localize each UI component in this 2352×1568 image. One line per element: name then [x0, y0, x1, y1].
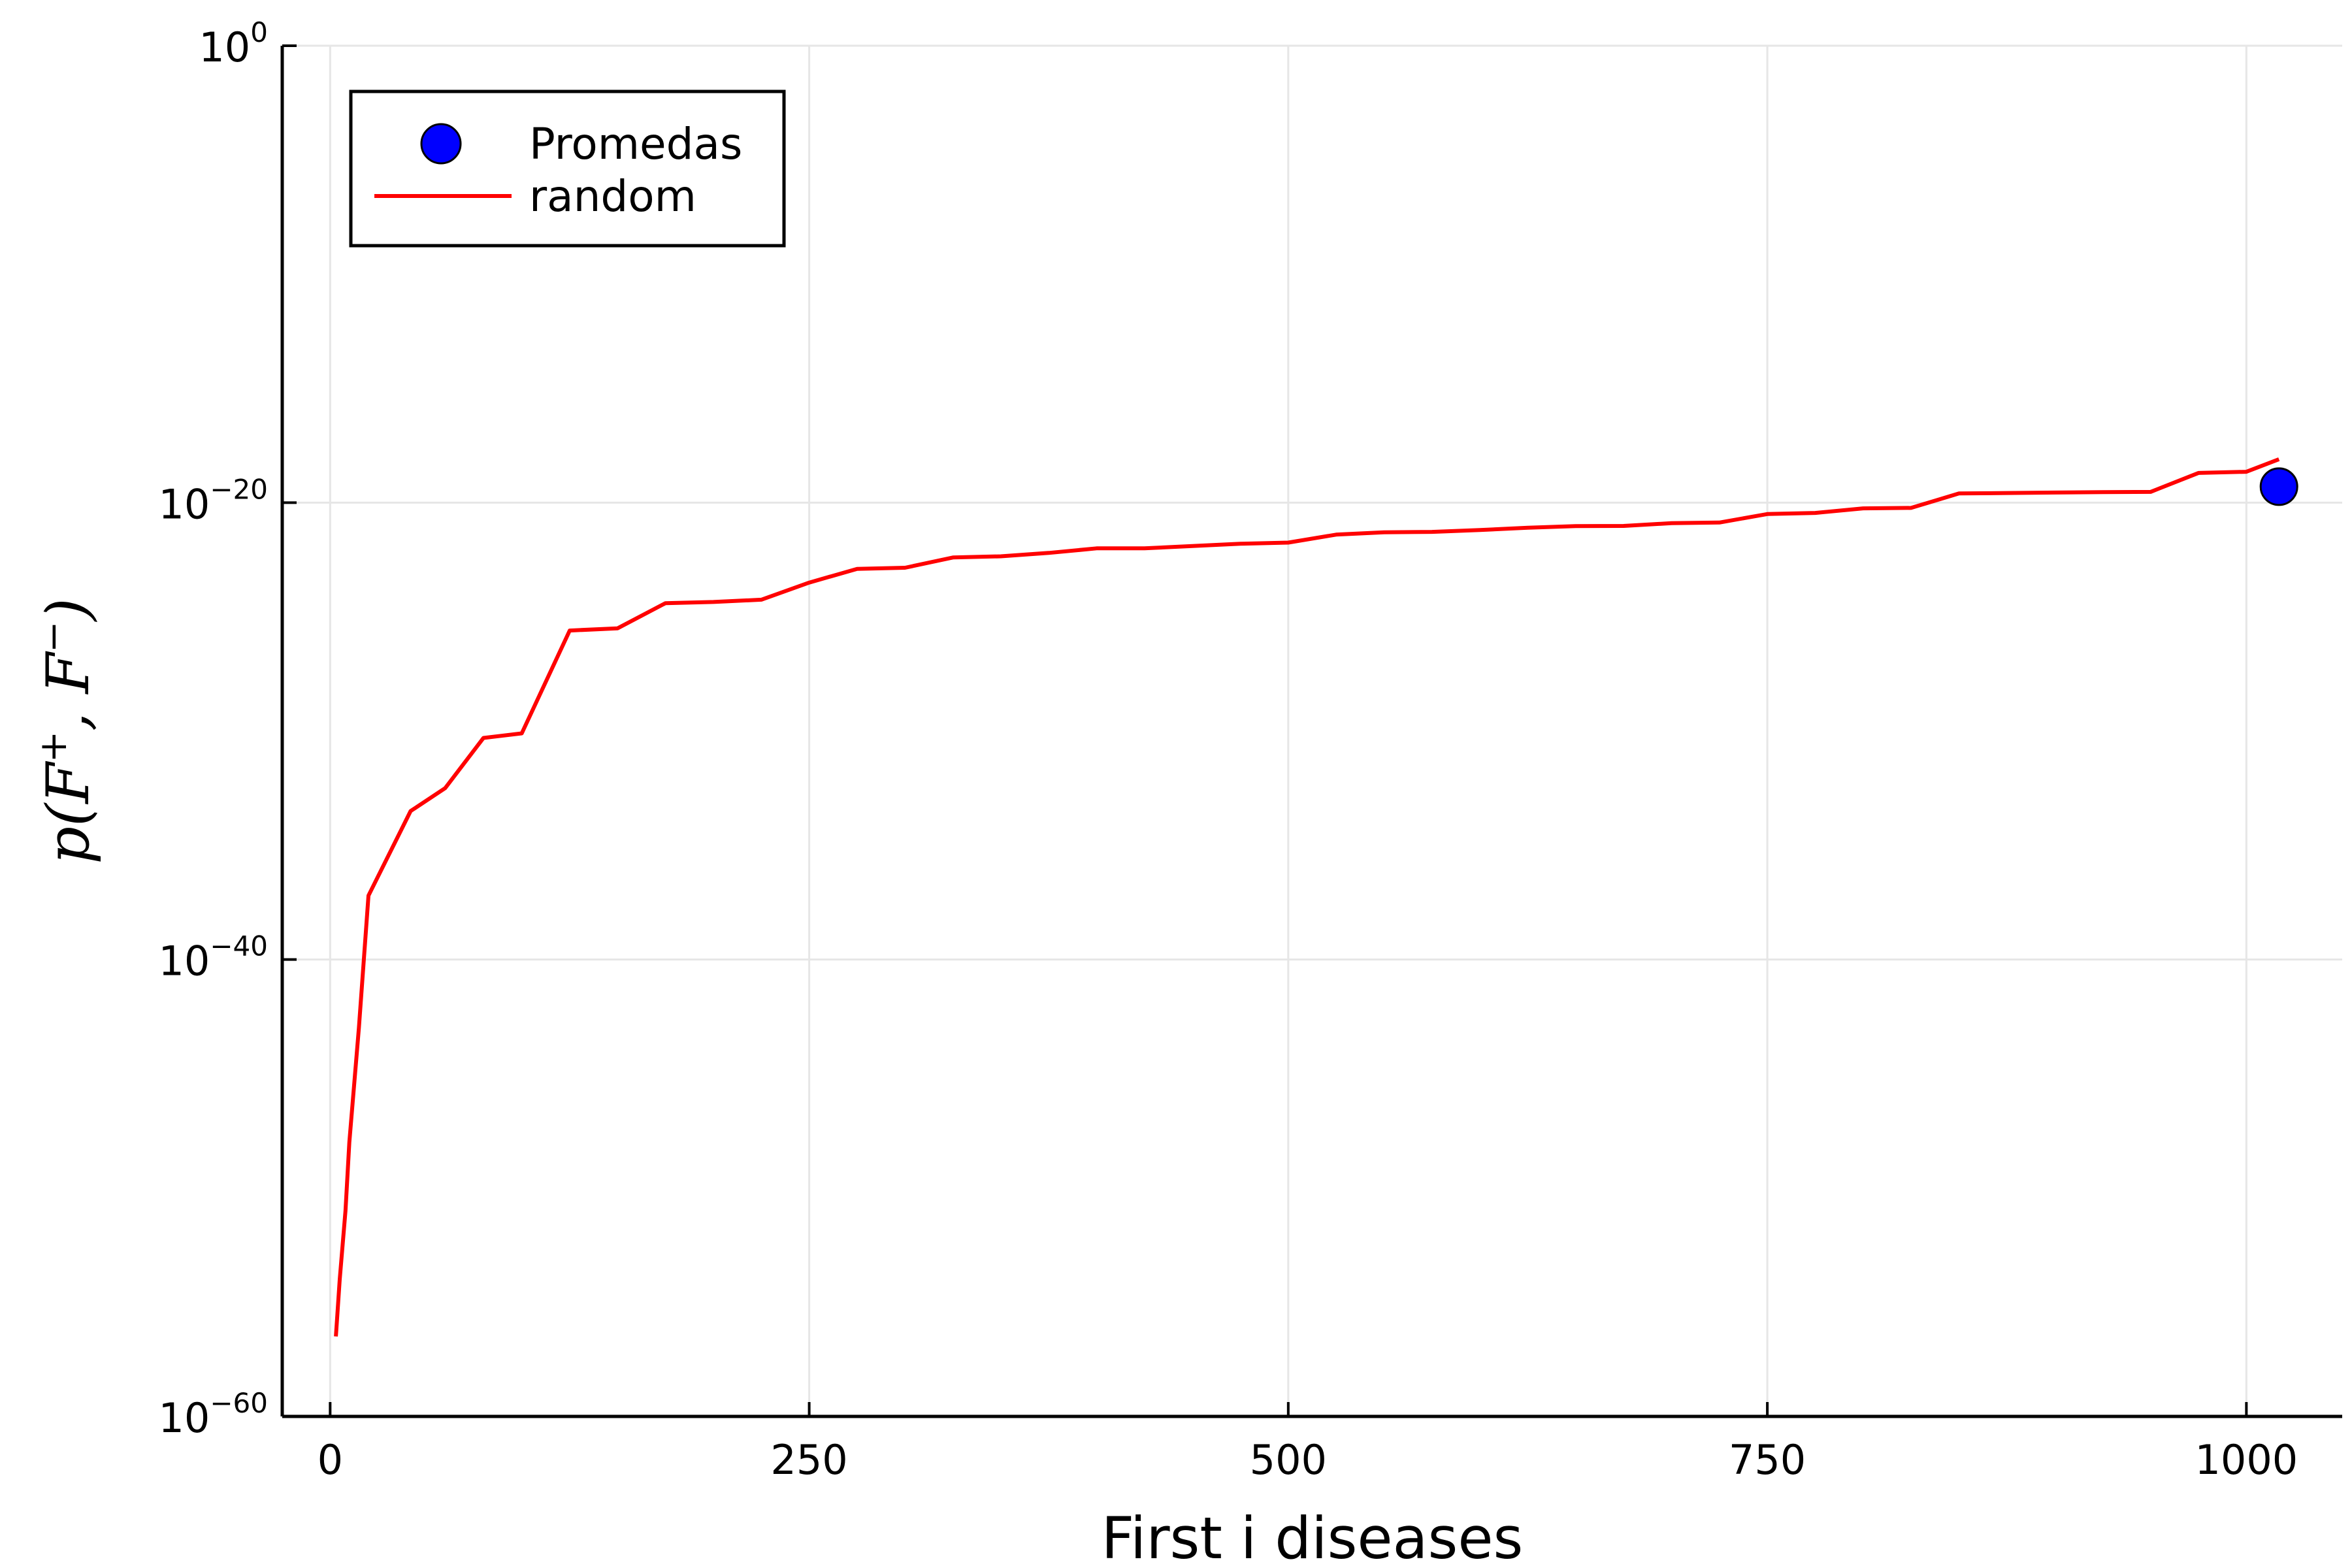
legend-box: [349, 90, 786, 248]
x-axis-title: First i diseases: [1102, 1505, 1524, 1568]
legend-label-random: random: [529, 171, 696, 221]
y-tick-label: 10−20: [158, 473, 268, 528]
x-tick-label: 500: [1250, 1436, 1327, 1484]
legend-marker-promedas: [420, 123, 462, 165]
series-line-random: [334, 457, 2280, 1337]
series-point-Promedas: [2259, 467, 2298, 506]
x-tick-label: 1000: [2195, 1436, 2298, 1484]
axes: [280, 46, 2342, 1418]
y-axis-title: p(F+, F−): [31, 598, 103, 864]
y-tick-label: 100: [199, 16, 268, 71]
legend: Promedas random: [349, 90, 786, 248]
legend-label-promedas: Promedas: [529, 119, 742, 169]
x-tick-label: 750: [1729, 1436, 1806, 1484]
y-tick-label: 10−60: [158, 1387, 268, 1442]
plot-area: [334, 457, 2298, 1337]
x-tick-label: 0: [318, 1436, 343, 1484]
grid: [282, 44, 2342, 1418]
ticks: 0 250 500 750 1000 100 10−20 10−40 10−60: [158, 16, 2298, 1484]
y-tick-label: 10−40: [158, 930, 268, 985]
x-tick-label: 250: [770, 1436, 847, 1484]
